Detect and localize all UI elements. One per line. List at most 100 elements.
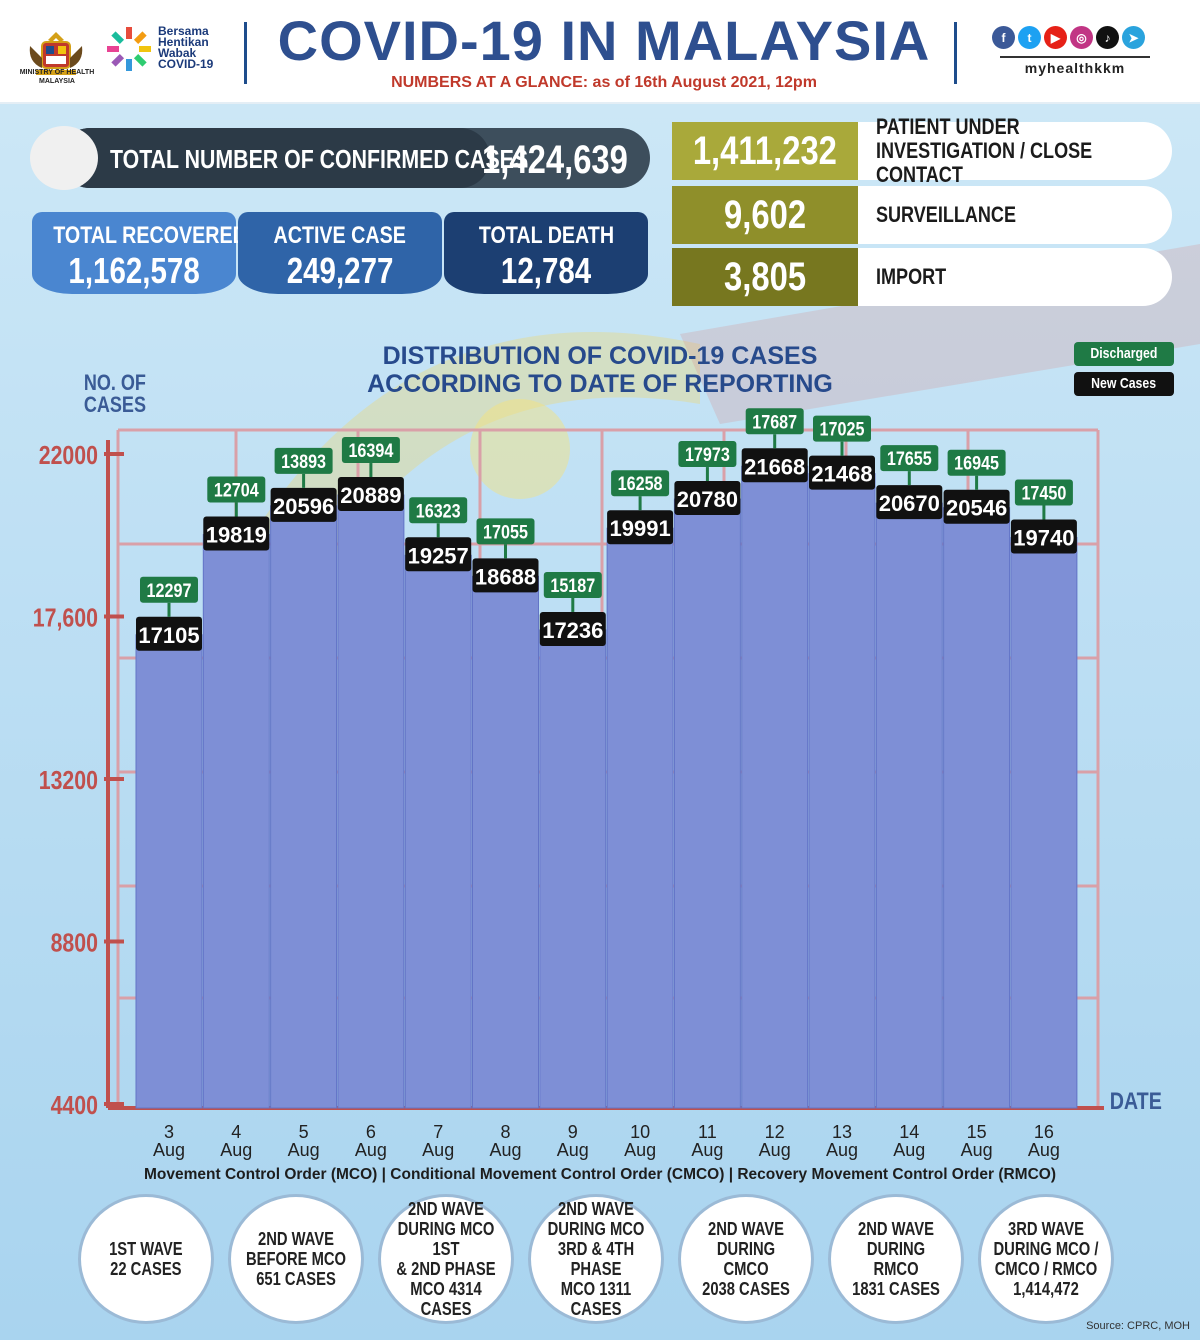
- discharged-label: 17655: [887, 448, 932, 470]
- wave-text: 2ND WAVE BEFORE MCO 651 CASES: [245, 1229, 347, 1289]
- x-tick-label-day: 8: [500, 1122, 510, 1142]
- discharged-label-box: [1014, 479, 1073, 506]
- campaign-line: Bersama: [158, 24, 209, 38]
- twitter-icon[interactable]: t: [1018, 26, 1041, 49]
- new-cases-label-box: [674, 481, 741, 516]
- new-cases-label-box: [1010, 519, 1077, 554]
- bar: [741, 465, 809, 1109]
- youtube-icon[interactable]: ▶: [1044, 26, 1067, 49]
- active-case-box: ACTIVE CASE 249,277: [238, 212, 442, 294]
- confirmed-cases-label: TOTAL NUMBER OF CONFIRMED CASES: [110, 144, 528, 175]
- bar: [943, 507, 1011, 1109]
- bar: [337, 494, 405, 1109]
- discharged-label: 16323: [416, 500, 461, 522]
- social-handle: myhealthkkm: [1000, 56, 1150, 76]
- x-tick-label-month: Aug: [691, 1140, 723, 1160]
- wave-text: 3RD WAVE DURING MCO / CMCO / RMCO 1,414,…: [993, 1219, 1099, 1299]
- discharged-label: 17450: [1021, 482, 1066, 504]
- new-cases-label-box: [607, 510, 674, 545]
- x-tick-label-month: Aug: [220, 1140, 252, 1160]
- recovered-label: TOTAL RECOVERED: [53, 222, 247, 249]
- legend-new-cases-label: New Cases: [1091, 375, 1157, 392]
- new-cases-label: 20596: [273, 494, 334, 519]
- new-cases-label-box: [337, 477, 404, 512]
- breakdown-label: PATIENT UNDER INVESTIGATION / CLOSE CONT…: [876, 114, 1093, 187]
- discharged-label: 16258: [618, 473, 663, 495]
- discharged-label-box: [947, 449, 1006, 476]
- new-cases-label: 19991: [610, 516, 671, 541]
- x-tick-label-month: Aug: [826, 1140, 858, 1160]
- new-cases-label: 20889: [340, 483, 401, 508]
- bar: [1010, 536, 1078, 1109]
- tiktok-icon[interactable]: ♪: [1096, 26, 1119, 49]
- discharged-label: 16945: [954, 452, 999, 474]
- discharged-label: 17973: [685, 444, 730, 466]
- coat-of-arms-logo: [29, 32, 83, 75]
- facebook-icon[interactable]: f: [992, 26, 1015, 49]
- x-tick-label-month: Aug: [893, 1140, 925, 1160]
- x-tick-label-month: Aug: [355, 1140, 387, 1160]
- bar: [404, 554, 472, 1109]
- breakdown-row-pui: 1,411,232 PATIENT UNDER INVESTIGATION / …: [672, 115, 1172, 187]
- x-axis-label: DATE: [1104, 1088, 1164, 1116]
- recovered-box: TOTAL RECOVERED 1,162,578: [32, 212, 247, 294]
- bar: [472, 575, 539, 1109]
- new-cases-label-box: [741, 448, 808, 483]
- x-tick-label-day: 15: [967, 1122, 987, 1142]
- x-tick-label-month: Aug: [1028, 1140, 1060, 1160]
- new-cases-label: 20780: [677, 487, 738, 512]
- x-tick-label-month: Aug: [557, 1140, 589, 1160]
- active-case-value: 249,277: [286, 250, 394, 291]
- wave-circle: 2ND WAVE BEFORE MCO 651 CASES: [228, 1194, 364, 1324]
- x-tick-label-month: Aug: [288, 1140, 320, 1160]
- campaign-logo: [107, 27, 151, 71]
- wave-text: 2ND WAVE DURING MCO 1ST & 2ND PHASE MCO …: [396, 1199, 496, 1319]
- header: MINISTRY OF HEALTH MALAYSIA Bersama Hent…: [0, 0, 1200, 104]
- x-tick-label-day: 5: [299, 1122, 309, 1142]
- subtitle-date: as of 16th August 2021, 12pm: [592, 74, 817, 91]
- x-tick-label-day: 14: [899, 1122, 919, 1142]
- confirmed-cases-value: 1,424,639: [482, 138, 682, 183]
- discharged-label: 17055: [483, 521, 528, 543]
- active-case-label: ACTIVE CASE: [273, 222, 407, 249]
- new-cases-label-box: [809, 455, 875, 490]
- new-cases-label-box: [405, 537, 472, 572]
- x-tick-label-day: 6: [366, 1122, 376, 1142]
- new-cases-label: 18688: [475, 564, 536, 589]
- breakdown-label: IMPORT: [876, 264, 947, 289]
- new-cases-label-box: [472, 558, 539, 593]
- campaign-line: Wabak: [158, 46, 197, 60]
- instagram-icon[interactable]: ◎: [1070, 26, 1093, 49]
- bar: [808, 473, 876, 1109]
- wave-circle: 1ST WAVE 22 CASES: [78, 1194, 214, 1324]
- confirmed-cases-value-text: 1,424,639: [482, 138, 628, 182]
- discharged-label-box: [207, 476, 266, 503]
- death-box: TOTAL DEATH 12,784: [444, 212, 648, 294]
- new-cases-label-box: [876, 485, 943, 520]
- death-label: TOTAL DEATH: [478, 222, 614, 249]
- new-cases-label: 20546: [946, 496, 1007, 521]
- confirmed-cases-label-text: TOTAL NUMBER OF CONFIRMED CASES: [110, 144, 529, 174]
- wave-circle: 3RD WAVE DURING MCO / CMCO / RMCO 1,414,…: [978, 1194, 1114, 1324]
- campaign-line: Hentikan: [158, 35, 209, 49]
- source-note: Source: CPRC, MOH: [1086, 1320, 1190, 1332]
- new-cases-label: 17236: [542, 618, 603, 643]
- discharged-label: 15187: [550, 575, 595, 597]
- x-tick-label-day: 11: [698, 1122, 717, 1142]
- discharged-label-box: [341, 437, 400, 464]
- telegram-icon[interactable]: ➤: [1122, 26, 1145, 49]
- new-cases-label: 19740: [1013, 525, 1074, 550]
- bar-chart: 2200017,600132008800440017105122973Aug19…: [33, 408, 1104, 1160]
- x-tick-label-month: Aug: [961, 1140, 993, 1160]
- header-divider: [954, 22, 957, 84]
- discharged-label: 17025: [820, 418, 865, 440]
- y-tick-label: 4400: [51, 1091, 98, 1121]
- new-cases-label: 21668: [744, 454, 805, 479]
- discharged-label-box: [880, 445, 939, 472]
- bar: [270, 505, 338, 1109]
- breakdown-row-surveillance: 9,602 SURVEILLANCE: [672, 186, 1172, 244]
- new-cases-label: 19257: [408, 543, 469, 568]
- wave-circle: 2ND WAVE DURING CMCO 2038 CASES: [678, 1194, 814, 1324]
- x-tick-label-month: Aug: [422, 1140, 454, 1160]
- header-divider: [244, 22, 247, 84]
